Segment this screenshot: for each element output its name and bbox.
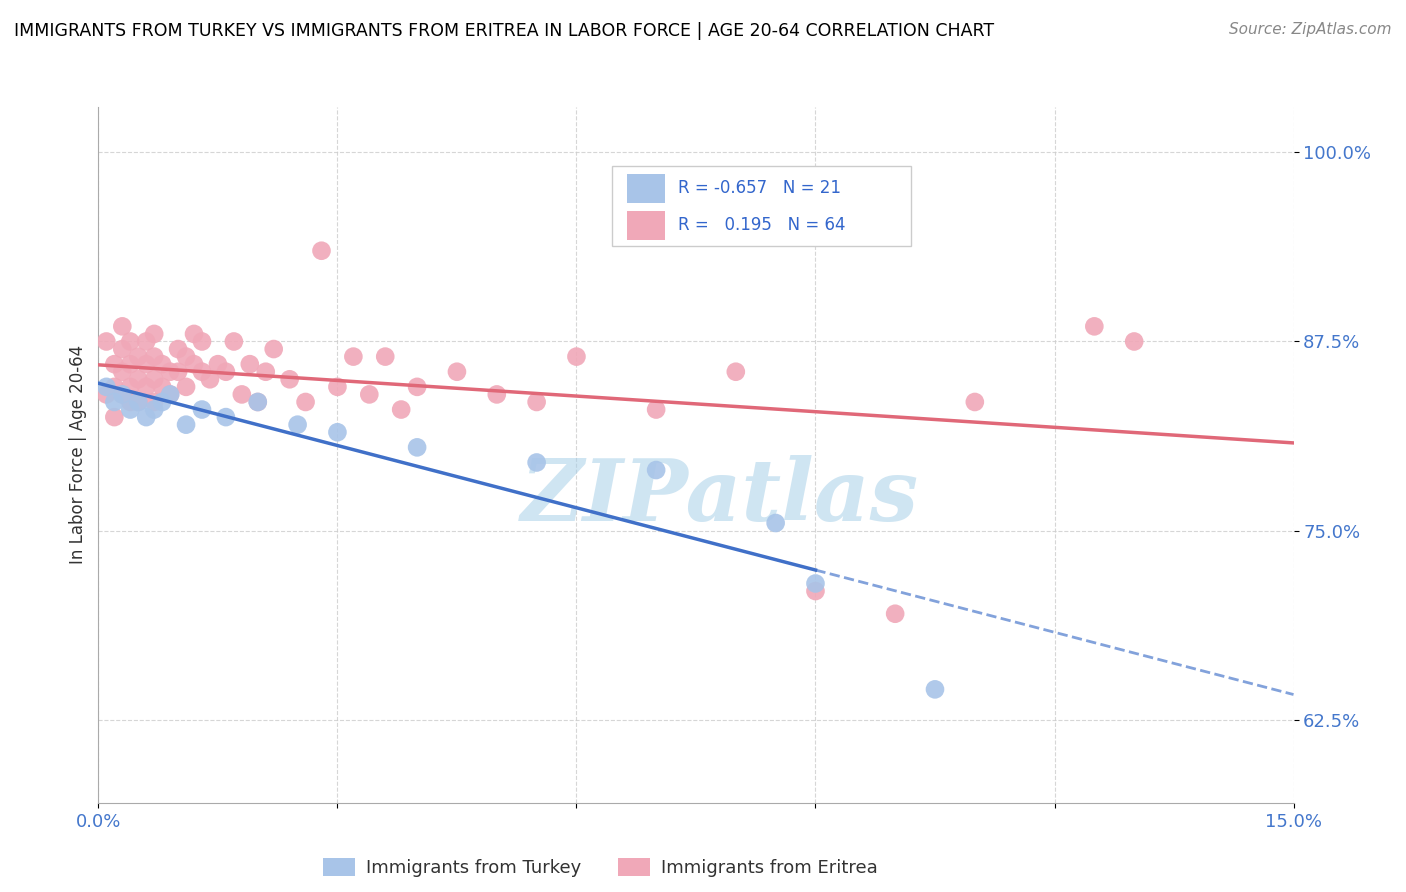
Point [143, 402, 166, 417]
Point [239, 357, 262, 371]
Point [111, 387, 134, 401]
Point [278, 372, 301, 386]
Point [143, 326, 166, 341]
Point [174, 417, 197, 432]
Point [724, 365, 747, 379]
Point [127, 395, 149, 409]
Point [222, 334, 245, 349]
Point [287, 417, 309, 432]
Point [374, 350, 396, 364]
Point [127, 395, 149, 409]
Point [406, 441, 429, 455]
Point [1123, 334, 1146, 349]
Point [765, 516, 787, 530]
Point [167, 365, 190, 379]
Point [884, 607, 907, 621]
Point [159, 387, 181, 401]
Point [143, 372, 166, 386]
Point [326, 380, 349, 394]
Point [191, 365, 214, 379]
Point [111, 319, 134, 334]
Point [215, 365, 238, 379]
Point [326, 425, 349, 440]
Legend: Immigrants from Turkey, Immigrants from Eritrea: Immigrants from Turkey, Immigrants from … [316, 850, 884, 884]
Text: ZIPatlas: ZIPatlas [520, 455, 920, 539]
Point [150, 357, 173, 371]
Point [96, 380, 118, 394]
Point [111, 387, 134, 401]
Point [120, 395, 142, 409]
Point [246, 395, 269, 409]
Point [191, 334, 214, 349]
Point [135, 334, 157, 349]
Point [389, 402, 412, 417]
Point [526, 455, 548, 469]
Point [159, 365, 181, 379]
Point [804, 576, 827, 591]
Y-axis label: In Labor Force | Age 20-64: In Labor Force | Age 20-64 [69, 345, 87, 565]
Point [103, 395, 125, 409]
Point [174, 350, 197, 364]
Point [311, 244, 333, 258]
Point [191, 402, 214, 417]
Point [406, 380, 429, 394]
Point [174, 380, 197, 394]
Point [183, 357, 205, 371]
FancyBboxPatch shape [627, 211, 665, 240]
Point [215, 410, 238, 425]
Point [135, 410, 157, 425]
Point [96, 334, 118, 349]
Point [565, 350, 588, 364]
Point [143, 395, 166, 409]
Point [294, 395, 316, 409]
Point [103, 410, 125, 425]
Point [198, 372, 221, 386]
Point [120, 380, 142, 394]
Point [120, 334, 142, 349]
Point [359, 387, 381, 401]
Point [135, 380, 157, 394]
Point [103, 380, 125, 394]
Point [1083, 319, 1105, 334]
Point [246, 395, 269, 409]
Point [96, 387, 118, 401]
Point [183, 326, 205, 341]
Point [485, 387, 508, 401]
Point [143, 350, 166, 364]
Point [103, 357, 125, 371]
Point [342, 350, 364, 364]
Point [526, 395, 548, 409]
Text: R = -0.657   N = 21: R = -0.657 N = 21 [678, 179, 841, 197]
Point [963, 395, 986, 409]
FancyBboxPatch shape [612, 166, 911, 246]
Point [263, 342, 285, 356]
Point [150, 395, 173, 409]
Point [150, 380, 173, 394]
Point [804, 584, 827, 599]
Point [645, 402, 668, 417]
Point [127, 350, 149, 364]
Point [120, 357, 142, 371]
Point [120, 402, 142, 417]
Text: IMMIGRANTS FROM TURKEY VS IMMIGRANTS FROM ERITREA IN LABOR FORCE | AGE 20-64 COR: IMMIGRANTS FROM TURKEY VS IMMIGRANTS FRO… [14, 22, 994, 40]
Point [645, 463, 668, 477]
Point [111, 342, 134, 356]
Point [159, 387, 181, 401]
Text: R =   0.195   N = 64: R = 0.195 N = 64 [678, 217, 845, 235]
Point [127, 372, 149, 386]
Point [167, 342, 190, 356]
Point [231, 387, 253, 401]
Point [207, 357, 229, 371]
Point [135, 357, 157, 371]
Point [446, 365, 468, 379]
FancyBboxPatch shape [627, 174, 665, 203]
Point [924, 682, 946, 697]
Point [111, 365, 134, 379]
Text: Source: ZipAtlas.com: Source: ZipAtlas.com [1229, 22, 1392, 37]
Point [254, 365, 277, 379]
